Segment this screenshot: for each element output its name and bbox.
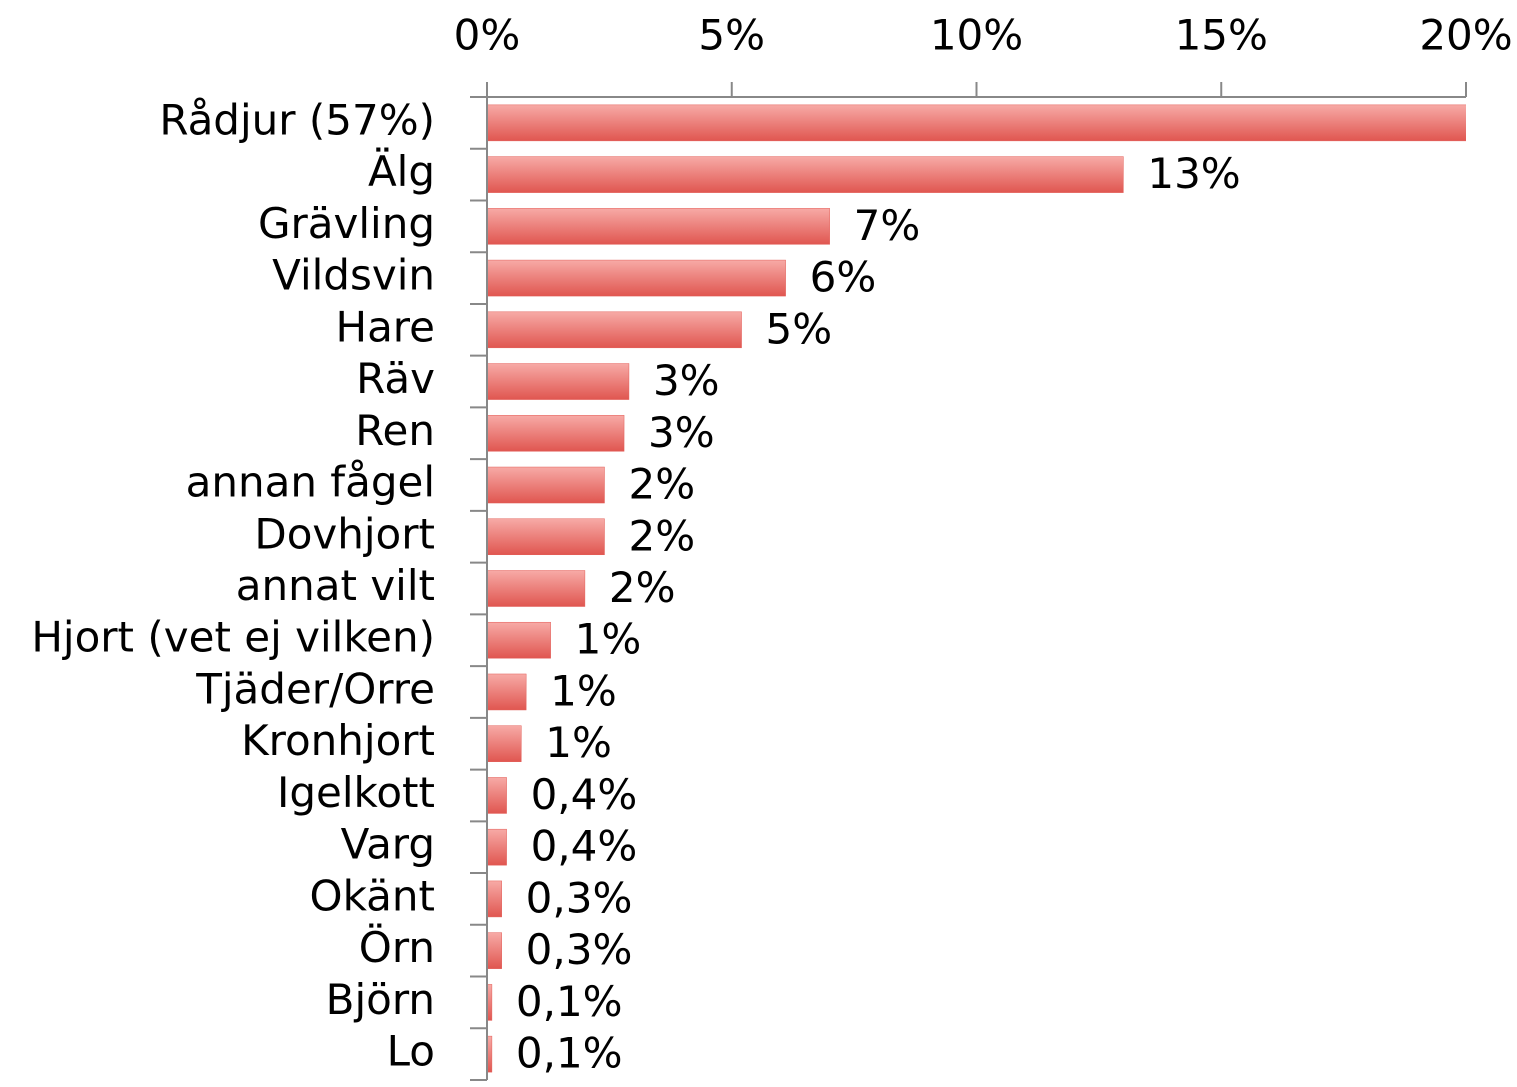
bar <box>487 363 630 400</box>
y-tick-label: Örn <box>359 922 435 972</box>
data-label: 6% <box>810 253 877 302</box>
bar <box>487 828 507 866</box>
x-tick-label: 0% <box>454 11 521 60</box>
bar <box>487 415 625 452</box>
bar <box>487 570 586 607</box>
y-tick-label: Lo <box>387 1027 435 1076</box>
data-label: 3% <box>648 408 715 457</box>
bar <box>487 621 551 659</box>
y-tick-label: Varg <box>341 820 435 869</box>
bars <box>487 104 1466 1073</box>
bar <box>487 984 493 1021</box>
y-tick-label: Dovhjort <box>254 509 435 558</box>
bar <box>487 466 605 504</box>
data-label: 7% <box>854 201 921 250</box>
bar <box>487 880 502 918</box>
bar <box>487 259 786 297</box>
data-label: 3% <box>653 356 720 405</box>
y-tick-label: Okänt <box>310 871 435 920</box>
data-label: 1% <box>545 718 612 767</box>
bar <box>487 932 502 969</box>
y-tick-label: Björn <box>326 975 435 1024</box>
x-tick-label: 5% <box>698 11 765 60</box>
y-tick-label: Grävling <box>258 199 435 248</box>
y-tick-label: Hjort (vet ej vilken) <box>31 613 435 662</box>
data-label: 0,1% <box>516 1029 623 1078</box>
y-tick-label: annat vilt <box>236 561 435 610</box>
y-tick-label: Tjäder/Orre <box>195 664 435 713</box>
data-label: 0,1% <box>516 977 623 1026</box>
bar <box>487 311 742 349</box>
y-tick-label: Vildsvin <box>272 251 435 300</box>
data-label: 2% <box>628 511 695 560</box>
x-tick-label: 10% <box>930 11 1023 60</box>
data-label: 1% <box>550 666 617 715</box>
bar <box>487 518 605 556</box>
y-tick-label: Ren <box>355 406 435 455</box>
data-label: 5% <box>766 304 833 353</box>
data-label: 0,4% <box>531 770 638 819</box>
x-tick-label: 15% <box>1175 11 1268 60</box>
y-tick-label: annan fågel <box>186 458 435 507</box>
y-tick-label: Hare <box>335 302 435 351</box>
data-label: 0,3% <box>526 873 633 922</box>
data-label: 13% <box>1147 149 1240 198</box>
data-label: 0,3% <box>526 925 633 974</box>
bar <box>487 208 830 245</box>
y-tick-label: Räv <box>356 354 435 403</box>
bar <box>487 104 1466 142</box>
bar <box>487 673 527 711</box>
bar <box>487 156 1124 193</box>
x-tick-label: 20% <box>1419 11 1512 60</box>
y-tick-label: Älg <box>368 146 435 196</box>
data-label: 1% <box>575 615 642 664</box>
data-label: 2% <box>628 460 695 509</box>
data-label: 0,4% <box>531 822 638 871</box>
bar <box>487 1035 493 1073</box>
y-tick-label: Rådjur (57%) <box>159 95 435 144</box>
bar <box>487 777 507 814</box>
y-tick-label: Igelkott <box>277 768 435 817</box>
bar <box>487 725 522 762</box>
y-tick-label: Kronhjort <box>241 716 435 765</box>
data-label: 2% <box>609 563 676 612</box>
